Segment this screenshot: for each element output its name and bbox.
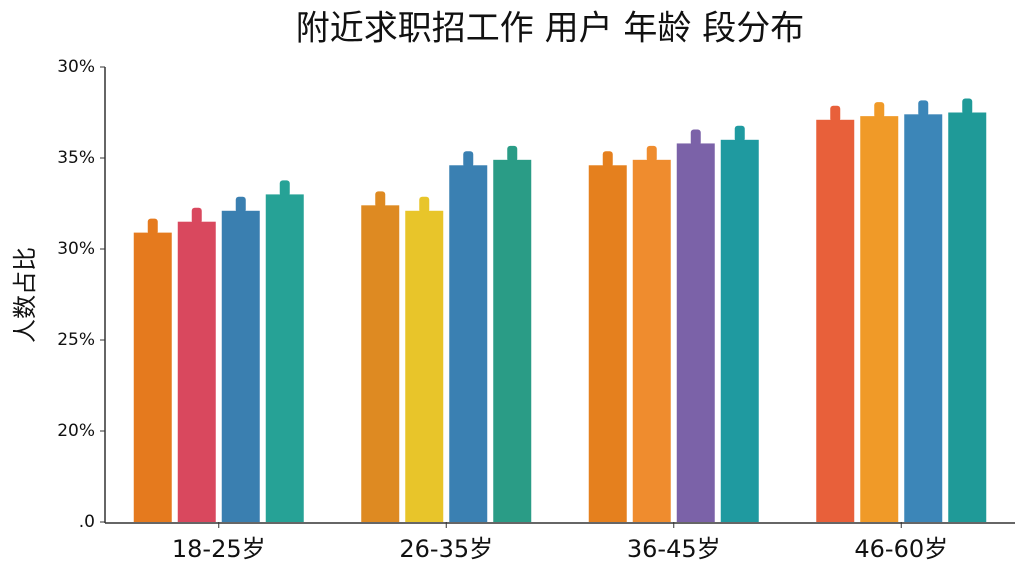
bar-cap	[507, 145, 518, 162]
y-tick-label: 30%	[57, 57, 95, 77]
chart-title: 附近求职招工作 用户 年龄 段分布	[296, 9, 804, 49]
bar-cap	[419, 196, 430, 213]
y-axis-label: 人数占比	[11, 247, 39, 343]
y-tick-label: 35%	[57, 148, 95, 168]
bar-cap	[235, 196, 246, 213]
bar-cap	[830, 105, 841, 122]
y-tick-label: .0	[79, 512, 95, 532]
bar-cap	[279, 180, 290, 197]
bar	[449, 165, 488, 522]
x-tick-label: 36-45岁	[627, 535, 721, 563]
bar-cap	[646, 145, 657, 162]
bar	[265, 194, 304, 522]
bar-cap	[962, 98, 973, 115]
bar-cap	[147, 218, 158, 235]
bar	[588, 165, 627, 522]
bar-cap	[918, 100, 929, 117]
bar	[720, 139, 759, 523]
x-tick-label: 46-60岁	[854, 535, 948, 563]
bar	[948, 112, 987, 522]
bar	[904, 114, 943, 522]
bar-cap	[602, 151, 613, 168]
bar	[860, 116, 899, 522]
bar	[405, 210, 444, 522]
bar-cap	[690, 129, 701, 146]
bar-cap	[874, 102, 885, 119]
bar	[221, 210, 260, 522]
y-tick-label: 25%	[57, 330, 95, 350]
bar	[816, 119, 855, 522]
x-tick-label: 18-25岁	[172, 535, 266, 563]
y-tick-label: 20%	[57, 421, 95, 441]
bar-cap	[734, 125, 745, 142]
bar-cap	[375, 191, 386, 208]
bar	[676, 143, 715, 522]
bar	[177, 221, 216, 522]
bar-cap	[463, 151, 474, 168]
bar-cap	[191, 207, 202, 224]
y-tick-label: 30%	[57, 239, 95, 259]
bar	[493, 159, 532, 522]
bar	[133, 232, 172, 522]
bar	[632, 159, 671, 522]
x-tick-label: 26-35岁	[399, 535, 493, 563]
bar	[361, 205, 400, 522]
